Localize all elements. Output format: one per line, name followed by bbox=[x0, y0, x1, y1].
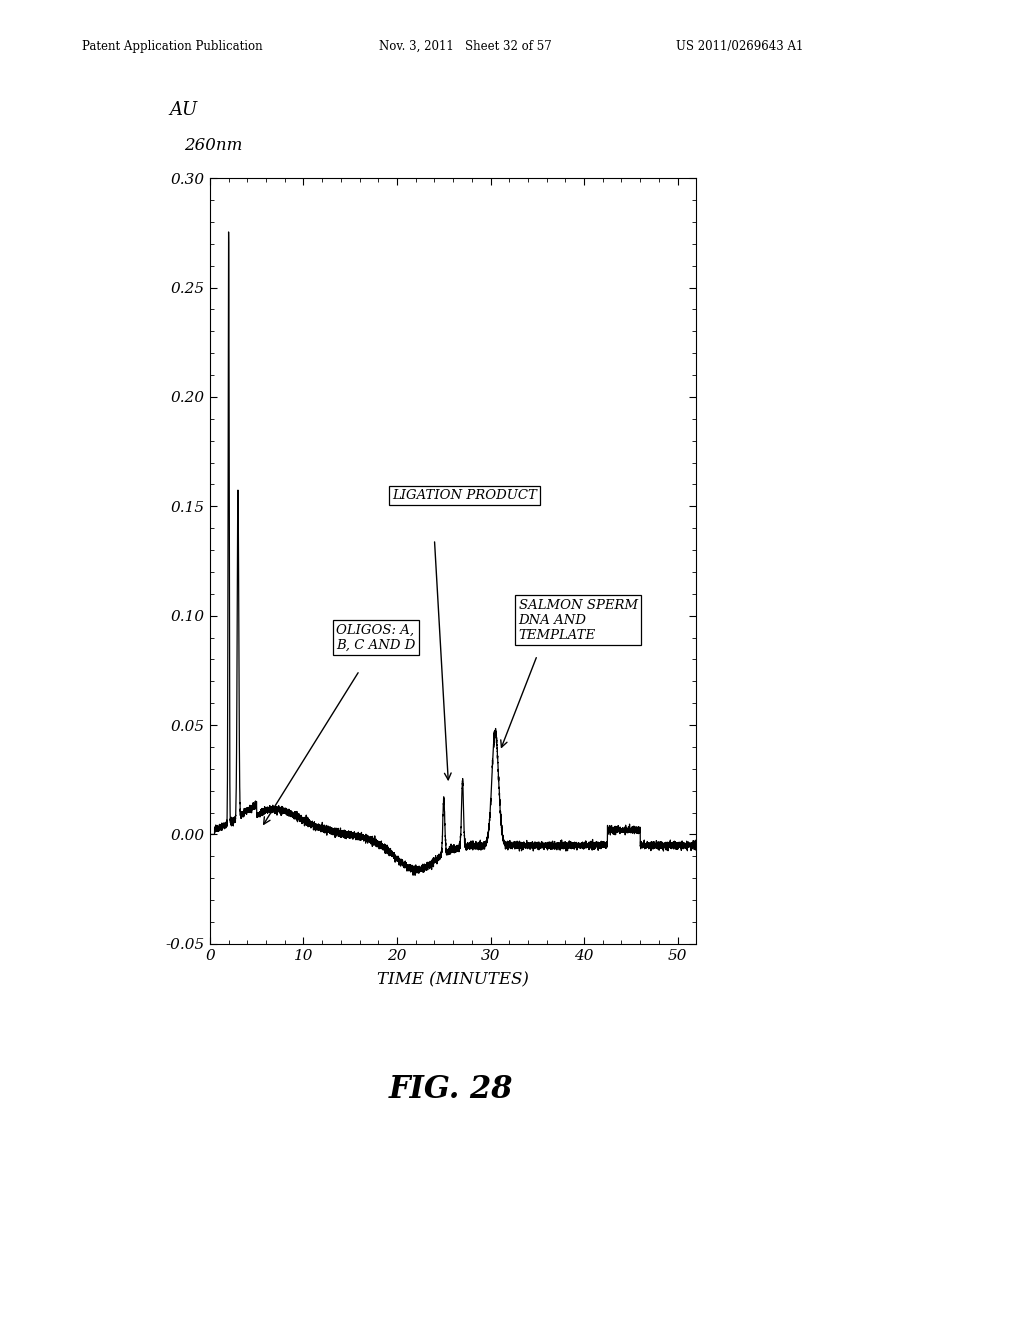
Text: US 2011/0269643 A1: US 2011/0269643 A1 bbox=[676, 40, 803, 53]
Text: AU: AU bbox=[169, 100, 197, 119]
X-axis label: TIME (MINUTES): TIME (MINUTES) bbox=[377, 972, 529, 987]
Text: LIGATION PRODUCT: LIGATION PRODUCT bbox=[392, 488, 538, 502]
Text: SALMON SPERM
DNA AND
TEMPLATE: SALMON SPERM DNA AND TEMPLATE bbox=[518, 598, 638, 642]
Text: OLIGOS: A,
B, C AND D: OLIGOS: A, B, C AND D bbox=[336, 623, 416, 652]
Text: FIG. 28: FIG. 28 bbox=[388, 1073, 513, 1105]
Text: Nov. 3, 2011   Sheet 32 of 57: Nov. 3, 2011 Sheet 32 of 57 bbox=[379, 40, 552, 53]
Text: 260nm: 260nm bbox=[184, 137, 243, 154]
Text: Patent Application Publication: Patent Application Publication bbox=[82, 40, 262, 53]
